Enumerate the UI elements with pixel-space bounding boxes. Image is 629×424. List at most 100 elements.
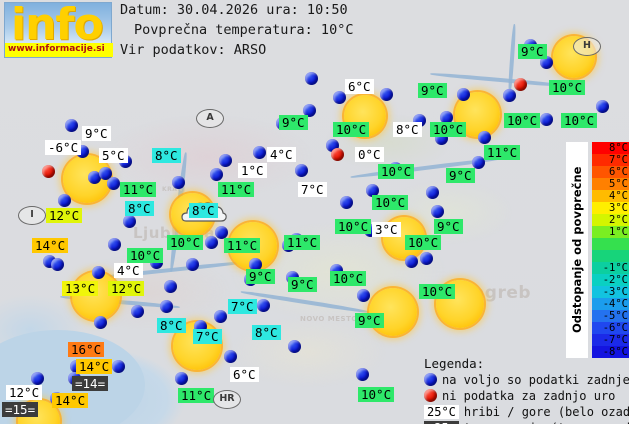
station-dot-available[interactable] <box>131 305 144 318</box>
station-dot-available[interactable] <box>257 299 270 312</box>
station-dot-available[interactable] <box>333 91 346 104</box>
station-dot-available[interactable] <box>420 252 433 265</box>
logo-url-bar: www.informacije.si <box>5 43 113 57</box>
station-dot-available[interactable] <box>51 258 64 271</box>
station-dot-available[interactable] <box>503 89 516 102</box>
marker-HR: HR <box>213 390 241 409</box>
sea-temperature-label: =14= <box>72 376 109 391</box>
station-dot-available[interactable] <box>219 154 232 167</box>
station-dot-available[interactable] <box>540 56 553 69</box>
station-dot-available[interactable] <box>175 372 188 385</box>
station-dot-available[interactable] <box>172 176 185 189</box>
temperature-label: 7°C <box>193 329 222 344</box>
temperature-label: 10°C <box>430 122 467 137</box>
temperature-label: 0°C <box>355 147 384 162</box>
scale-band: 4°C <box>592 190 629 202</box>
data-source-line: Vir podatkov: ARSO <box>120 42 267 58</box>
temperature-label: 11°C <box>284 235 321 250</box>
station-dot-available[interactable] <box>65 119 78 132</box>
station-dot-available[interactable] <box>205 236 218 249</box>
station-dot-available[interactable] <box>472 156 485 169</box>
legend-title: Legenda: <box>424 356 485 371</box>
station-dot-available[interactable] <box>88 171 101 184</box>
station-dot-available[interactable] <box>112 360 125 373</box>
station-dot-available[interactable] <box>340 196 353 209</box>
station-dot-missing[interactable] <box>331 148 344 161</box>
temperature-label: 11°C <box>178 388 215 403</box>
temperature-label: 10°C <box>419 284 456 299</box>
sea-temperature-label: =15= <box>2 402 39 417</box>
station-dot-available[interactable] <box>288 340 301 353</box>
temperature-label: 9°C <box>82 126 111 141</box>
temperature-label: 7°C <box>228 299 257 314</box>
scale-band: -6°C <box>592 322 629 334</box>
station-dot-available[interactable] <box>224 350 237 363</box>
scale-band: 5°C <box>592 178 629 190</box>
station-dot-available[interactable] <box>357 289 370 302</box>
sun-icon <box>369 288 417 336</box>
station-dot-available[interactable] <box>457 88 470 101</box>
scale-band: -5°C <box>592 310 629 322</box>
temperature-label: 9°C <box>446 168 475 183</box>
temperature-label: 10°C <box>358 387 395 402</box>
station-dot-available[interactable] <box>210 168 223 181</box>
station-dot-available[interactable] <box>164 280 177 293</box>
legend: Legenda: na voljo so podatki zadnje uren… <box>424 356 629 424</box>
station-dot-available[interactable] <box>215 226 228 239</box>
temperature-label: 9°C <box>246 269 275 284</box>
legend-item: na voljo so podatki zadnje ure <box>424 373 629 389</box>
station-dot-available[interactable] <box>478 131 491 144</box>
station-dot-available[interactable] <box>249 258 262 271</box>
station-dot-available[interactable] <box>431 205 444 218</box>
station-dot-missing[interactable] <box>42 165 55 178</box>
station-dot-available[interactable] <box>426 186 439 199</box>
scale-band: 7°C <box>592 154 629 166</box>
temperature-label: 10°C <box>405 235 442 250</box>
scale-band: -7°C <box>592 334 629 346</box>
temperature-label: 9°C <box>434 219 463 234</box>
station-dot-available[interactable] <box>108 238 121 251</box>
temperature-label: 11°C <box>120 182 157 197</box>
scale-band: 3°C <box>592 202 629 214</box>
scale-title: Odstopanje od povprečne temperature: <box>566 142 606 358</box>
station-dot-available[interactable] <box>186 258 199 271</box>
station-dot-missing[interactable] <box>514 78 527 91</box>
station-dot-available[interactable] <box>366 184 379 197</box>
station-dot-available[interactable] <box>295 164 308 177</box>
station-dot-available[interactable] <box>107 177 120 190</box>
station-dot-available[interactable] <box>540 113 553 126</box>
station-dot-available[interactable] <box>305 72 318 85</box>
station-dot-available[interactable] <box>160 300 173 313</box>
temperature-label: 7°C <box>298 182 327 197</box>
temperature-label: 6°C <box>230 367 259 382</box>
temperature-label: 10°C <box>330 271 367 286</box>
station-dot-available[interactable] <box>405 255 418 268</box>
average-temperature-line: Povprečna temperatura: 10°C <box>134 22 354 38</box>
station-dot-available[interactable] <box>253 146 266 159</box>
station-dot-available[interactable] <box>123 215 136 228</box>
date-time-line: Datum: 30.04.2026 ura: 10:50 <box>120 2 348 18</box>
station-dot-available[interactable] <box>99 167 112 180</box>
station-dot-available[interactable] <box>92 266 105 279</box>
scale-band: 8°C <box>592 142 629 154</box>
temperature-label: 13°C <box>62 281 99 296</box>
sun-icon <box>72 272 120 320</box>
station-dot-available[interactable] <box>596 100 609 113</box>
legend-item-label: na voljo so podatki zadnje ure <box>442 373 629 387</box>
station-dot-available[interactable] <box>94 316 107 329</box>
station-dot-available[interactable] <box>303 104 316 117</box>
station-dot-available[interactable] <box>380 88 393 101</box>
station-dot-available[interactable] <box>214 310 227 323</box>
station-dot-available[interactable] <box>58 194 71 207</box>
station-dot-available[interactable] <box>356 368 369 381</box>
scale-band <box>592 250 629 262</box>
blue-dot-icon <box>424 373 437 386</box>
temperature-label: 8°C <box>189 203 218 218</box>
place-label: KRANJ <box>162 186 186 193</box>
scale-band: 1°C <box>592 226 629 238</box>
station-dot-available[interactable] <box>440 111 453 124</box>
site-logo[interactable]: info www.informacije.si <box>4 0 113 58</box>
temperature-label: 10°C <box>167 235 204 250</box>
temperature-label: 4°C <box>114 263 143 278</box>
station-dot-available[interactable] <box>31 372 44 385</box>
